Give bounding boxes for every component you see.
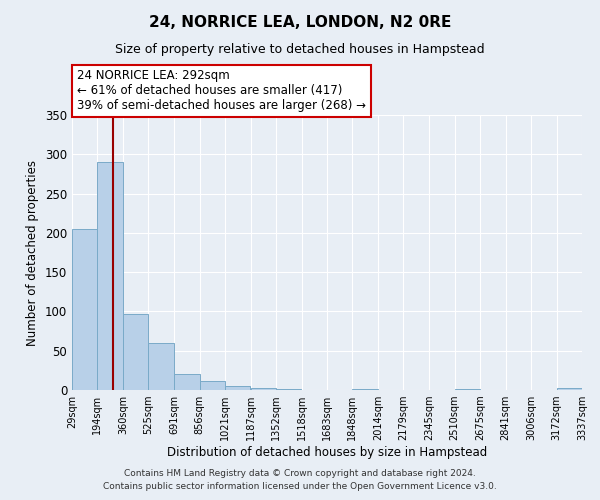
Bar <box>174 374 199 390</box>
Text: Size of property relative to detached houses in Hampstead: Size of property relative to detached ho… <box>115 42 485 56</box>
Bar <box>276 389 301 390</box>
Bar <box>352 389 378 390</box>
Text: 24 NORRICE LEA: 292sqm
← 61% of detached houses are smaller (417)
39% of semi-de: 24 NORRICE LEA: 292sqm ← 61% of detached… <box>77 69 366 112</box>
Bar <box>225 386 250 390</box>
Bar <box>97 162 123 390</box>
Text: 24, NORRICE LEA, LONDON, N2 0RE: 24, NORRICE LEA, LONDON, N2 0RE <box>149 15 451 30</box>
Bar <box>557 388 582 390</box>
Bar <box>123 314 148 390</box>
Bar <box>148 343 174 390</box>
Text: Contains public sector information licensed under the Open Government Licence v3: Contains public sector information licen… <box>103 482 497 491</box>
Bar <box>72 229 97 390</box>
Bar <box>199 380 225 390</box>
Y-axis label: Number of detached properties: Number of detached properties <box>26 160 40 346</box>
X-axis label: Distribution of detached houses by size in Hampstead: Distribution of detached houses by size … <box>167 446 487 459</box>
Bar <box>251 388 276 390</box>
Bar <box>455 389 480 390</box>
Text: Contains HM Land Registry data © Crown copyright and database right 2024.: Contains HM Land Registry data © Crown c… <box>124 468 476 477</box>
